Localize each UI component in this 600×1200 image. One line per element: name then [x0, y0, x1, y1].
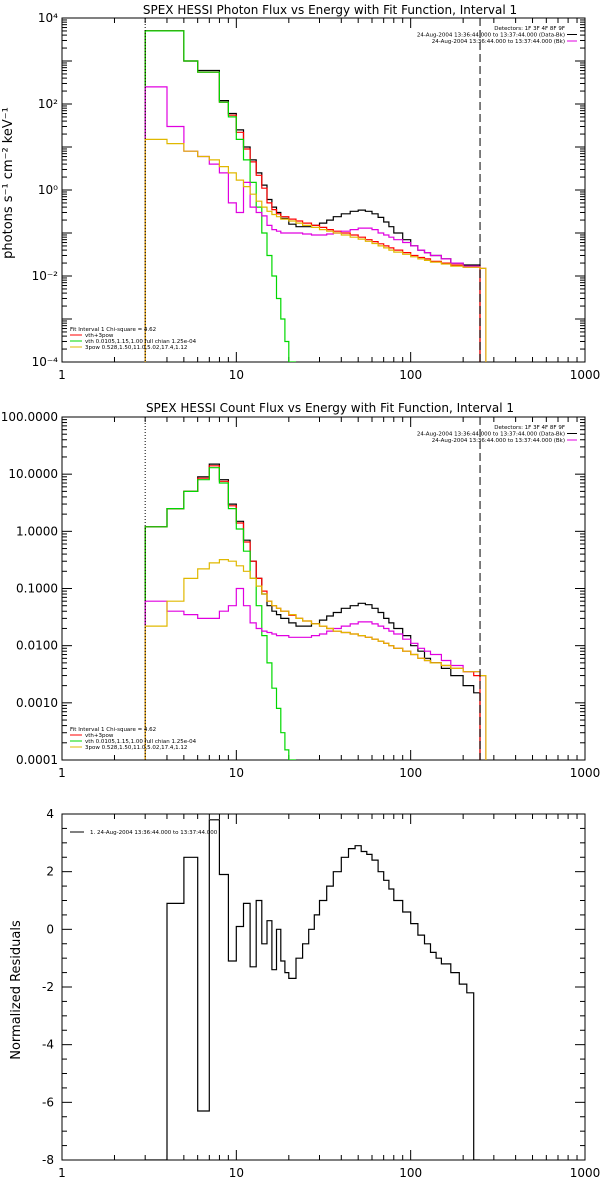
count-flux-title: SPEX HESSI Count Flux vs Energy with Fit…: [146, 401, 514, 415]
legend-top-entry: 1. 24-Aug-2004 13:36:44.000 to 13:37:44.…: [90, 830, 218, 836]
legend-bottom-entry: 3pow 0.528,1.50,11.0,5.02,17.4,1.12: [85, 345, 187, 351]
x-tick-label: 10: [229, 1166, 244, 1180]
y-tick-label: 10⁻²: [32, 269, 59, 283]
x-tick-label: 1: [58, 1166, 66, 1180]
y-tick-label: 10⁰: [38, 183, 58, 197]
series-line: [145, 819, 480, 1160]
legend-top-entry: Detectors: 1F 3F 4F 8F 9F: [494, 26, 565, 32]
series-line: [144, 30, 296, 362]
y-tick-label: 4: [46, 807, 54, 821]
photon-flux-ylabel: photons s⁻¹ cm⁻² keV⁻¹: [1, 107, 16, 259]
y-tick-label: 2: [46, 865, 54, 879]
photon-flux-title: SPEX HESSI Photon Flux vs Energy with Fi…: [143, 3, 517, 17]
series-line: [144, 587, 487, 760]
series-line: [144, 86, 487, 362]
legend-bottom-entry: vth+3pow: [85, 333, 114, 339]
y-tick-label: 10²: [38, 97, 58, 111]
legend-top-entry: 24-Aug-2004 13:36:44.000 to 13:37:44.000…: [432, 438, 565, 444]
y-tick-label: 100.0000: [1, 410, 58, 424]
photon-flux-panel: SPEX HESSI Photon Flux vs Energy with Fi…: [1, 3, 600, 382]
legend-top-entry: 24-Aug-2004 13:36:44.000 to 13:37:44.000…: [417, 432, 565, 438]
legend-bottom-entry: vth+3pow: [85, 733, 114, 739]
y-tick-label: -6: [42, 1095, 54, 1109]
y-tick-label: -8: [42, 1153, 54, 1167]
y-tick-label: 10⁻⁴: [32, 355, 59, 369]
x-tick-label: 10: [229, 766, 244, 780]
x-tick-label: 1: [58, 766, 66, 780]
y-tick-label: 0.0100: [16, 639, 58, 653]
x-tick-label: 100: [399, 368, 422, 382]
residuals-ylabel: Normalized Residuals: [9, 920, 24, 1060]
x-tick-label: 100: [399, 766, 422, 780]
residuals-panel: Normalized Residuals 1 10 100 1000 -8 -6 -4 -2 0…: [9, 807, 600, 1180]
legend-top-entry: Detectors: 1F 3F 4F 8F 9F: [494, 425, 565, 431]
legend-bottom-entry: vth 0.0105,1.15,1.00 full chian 1.25e-04: [85, 339, 197, 345]
x-tick-label: 10: [229, 368, 244, 382]
x-tick-label: 100: [399, 1166, 422, 1180]
legend-bottom-entry: Fit Interval 1 Chi-square = 4.62: [70, 327, 156, 333]
y-tick-label: 0.0010: [16, 696, 58, 710]
legend-bottom-entry: 3pow 0.528,1.50,11.0,5.02,17.4,1.12: [85, 745, 187, 751]
x-tick-label: 1: [58, 368, 66, 382]
series-line: [144, 467, 296, 760]
legend-top-entry: 24-Aug-2004 13:36:44.000 to 13:37:44.000…: [417, 33, 565, 39]
y-tick-label: 10⁴: [38, 11, 58, 25]
y-tick-label: 0: [46, 922, 54, 936]
count-flux-panel: SPEX HESSI Count Flux vs Energy with Fit…: [1, 401, 600, 780]
y-tick-label: 10.0000: [8, 467, 58, 481]
series-line: [144, 463, 481, 760]
legend-bottom-entry: vth 0.0105,1.15,1.00 full chian 1.25e-04: [85, 739, 197, 745]
x-tick-label: 1000: [570, 368, 600, 382]
y-tick-label: 0.1000: [16, 582, 58, 596]
legend-top-entry: 24-Aug-2004 13:36:44.000 to 13:37:44.000…: [432, 39, 565, 45]
series-line: [144, 138, 487, 362]
y-tick-label: 1.0000: [16, 524, 58, 538]
series-line: [144, 30, 481, 362]
x-tick-label: 1000: [570, 766, 600, 780]
y-tick-label: -2: [42, 980, 54, 994]
y-tick-label: 0.0001: [16, 753, 58, 767]
series-line: [144, 559, 487, 760]
y-tick-label: -4: [42, 1038, 54, 1052]
legend-bottom-entry: Fit Interval 1 Chi-square = 4.62: [70, 727, 156, 733]
x-tick-label: 1000: [570, 1166, 600, 1180]
